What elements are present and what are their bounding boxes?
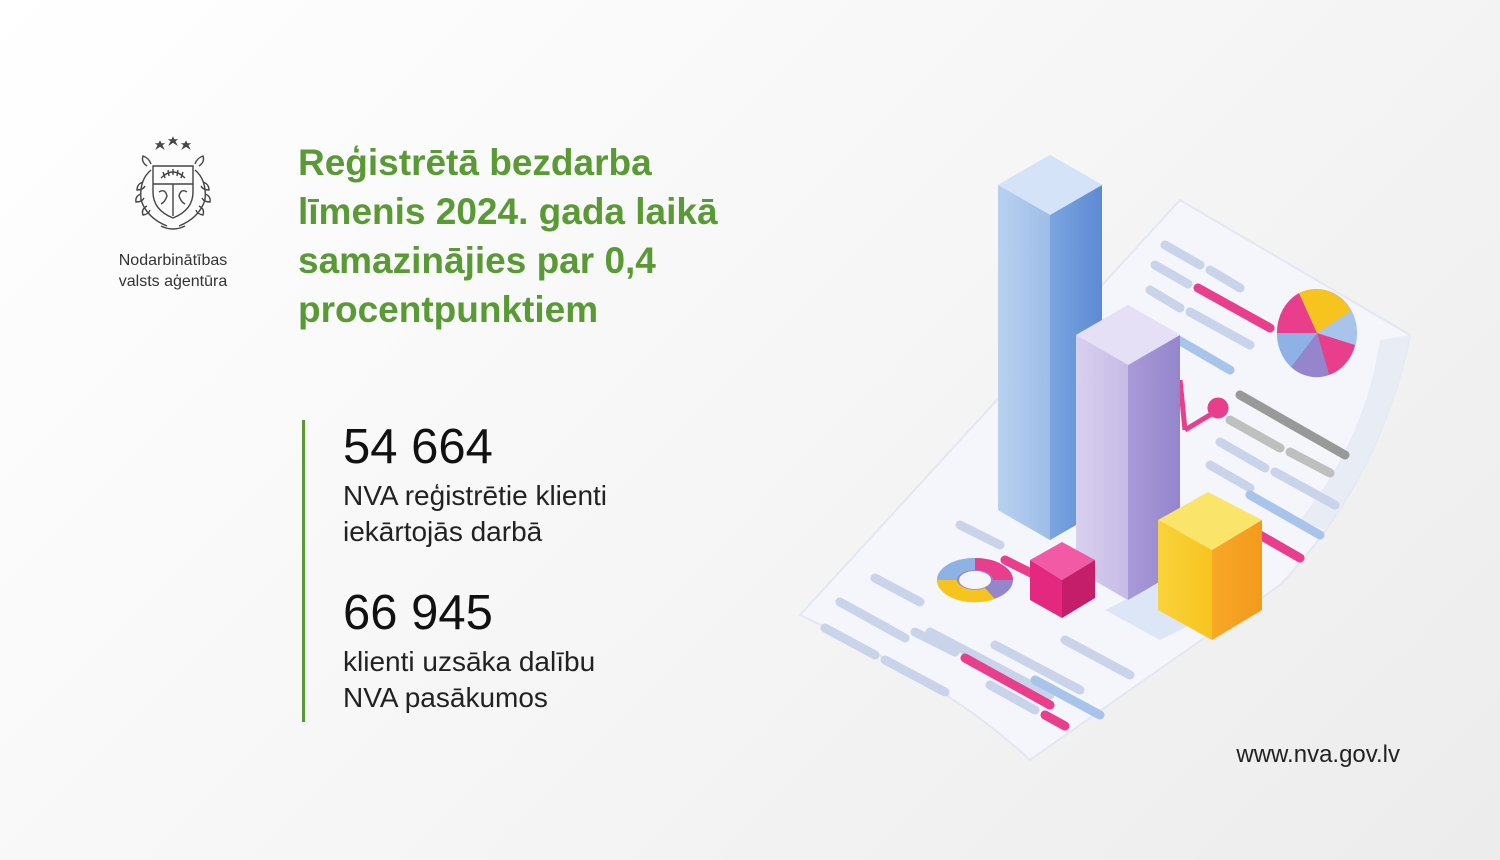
pie-chart-icon bbox=[1276, 288, 1357, 378]
organization-name-line1: Nodarbinātības bbox=[118, 252, 228, 269]
isometric-report-illustration bbox=[798, 155, 1412, 762]
stat-employed: 54 664 NVA reģistrētie klienti iekārtojā… bbox=[343, 420, 763, 550]
stat-label-line1: klienti uzsāka dalību bbox=[343, 646, 596, 677]
stat-label-line2: NVA pasākumos bbox=[343, 682, 548, 713]
coat-of-arms-icon bbox=[135, 136, 211, 230]
stat-value: 66 945 bbox=[343, 586, 493, 640]
stat-label: klienti uzsāka dalību NVA pasākumos bbox=[343, 644, 763, 716]
network-node-icon bbox=[1177, 379, 1229, 433]
organization-name: Nodarbinātības valsts aģentūra bbox=[100, 250, 246, 292]
magenta-cube bbox=[1030, 542, 1095, 618]
stat-participants: 66 945 klienti uzsāka dalību NVA pasākum… bbox=[343, 586, 763, 716]
stat-label-line2: iekārtojās darbā bbox=[343, 516, 543, 547]
bar-yellow bbox=[1158, 492, 1262, 640]
stat-label-line1: NVA reģistrētie klienti bbox=[343, 480, 608, 511]
website-link[interactable]: www.nva.gov.lv bbox=[1236, 741, 1400, 768]
organization-logo: Nodarbinātības valsts aģentūra bbox=[100, 132, 246, 292]
stats-block: 54 664 NVA reģistrētie klienti iekārtojā… bbox=[302, 420, 763, 722]
headline: Reģistrētā bezdarba līmenis 2024. gada l… bbox=[298, 142, 718, 330]
bar-purple bbox=[1076, 305, 1180, 600]
stat-value: 54 664 bbox=[343, 420, 493, 474]
organization-name-line2: valsts aģentūra bbox=[118, 273, 228, 290]
donut-chart-icon bbox=[936, 558, 1013, 603]
stat-label: NVA reģistrētie klienti iekārtojās darbā bbox=[343, 478, 763, 550]
